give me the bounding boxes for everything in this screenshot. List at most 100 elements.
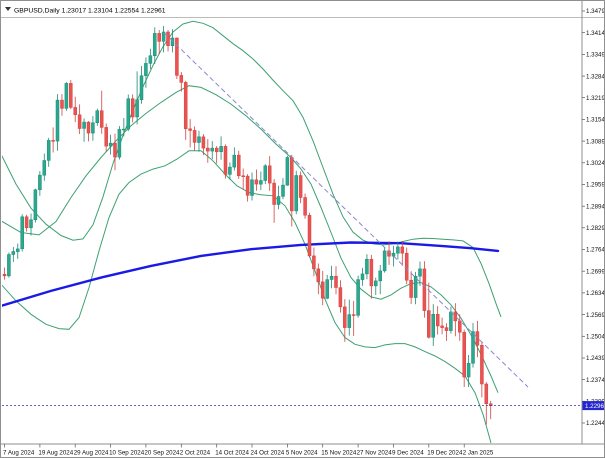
candle[interactable] [343, 306, 347, 328]
candle[interactable] [46, 140, 51, 161]
candle[interactable] [11, 251, 16, 255]
candle[interactable] [77, 114, 82, 129]
candle[interactable] [422, 268, 427, 311]
candle[interactable] [484, 383, 489, 404]
candle[interactable] [404, 252, 409, 281]
candle[interactable] [374, 280, 378, 287]
candle[interactable] [201, 136, 206, 149]
candle[interactable] [228, 166, 232, 175]
candle[interactable] [458, 320, 462, 333]
candle[interactable] [307, 214, 312, 257]
candle[interactable] [347, 314, 352, 328]
candle[interactable] [232, 154, 237, 168]
candle[interactable] [382, 250, 387, 272]
candle[interactable] [223, 146, 228, 175]
candle[interactable] [298, 175, 303, 198]
candle[interactable] [272, 182, 276, 205]
candle[interactable] [139, 75, 144, 100]
candle[interactable] [95, 110, 100, 123]
candle[interactable] [365, 258, 369, 275]
candle[interactable] [113, 142, 117, 158]
candle[interactable] [338, 287, 343, 308]
candle[interactable] [99, 110, 104, 128]
candle[interactable] [444, 327, 449, 331]
candle[interactable] [351, 314, 356, 316]
candle[interactable] [267, 165, 272, 184]
candle[interactable] [219, 146, 223, 152]
candle[interactable] [60, 99, 64, 109]
candle[interactable] [166, 31, 170, 46]
candle[interactable] [237, 154, 241, 177]
candle[interactable] [73, 107, 77, 115]
candle[interactable] [449, 311, 453, 331]
price-axis[interactable]: 1.34790 1.34140 1.33490 1.32840 1.32190 1.315… [582, 8, 605, 427]
candle[interactable] [254, 179, 259, 185]
candle[interactable] [303, 197, 307, 216]
candle[interactable] [413, 275, 418, 298]
candle[interactable] [55, 99, 60, 142]
candle[interactable] [325, 279, 329, 299]
candle[interactable] [91, 122, 95, 134]
candle[interactable] [316, 268, 321, 283]
candle[interactable] [157, 33, 161, 42]
candle[interactable] [188, 128, 192, 131]
candle[interactable] [241, 175, 245, 177]
candle[interactable] [334, 275, 338, 288]
candle[interactable] [69, 83, 73, 108]
candle[interactable] [175, 37, 179, 76]
candle[interactable] [427, 310, 431, 338]
candle[interactable] [7, 254, 11, 277]
candle[interactable] [475, 331, 480, 346]
candle[interactable] [153, 33, 157, 57]
candle[interactable] [400, 246, 405, 254]
candle[interactable] [312, 255, 316, 270]
candle[interactable] [161, 31, 166, 42]
candle[interactable] [29, 219, 33, 229]
candle[interactable] [276, 196, 281, 205]
trendline[interactable] [163, 32, 529, 388]
candle[interactable] [214, 147, 219, 153]
candle[interactable] [33, 189, 38, 221]
candle[interactable] [64, 83, 69, 109]
candle[interactable] [418, 268, 422, 277]
time-axis[interactable]: 7 Aug 2024 19 Aug 2024 29 Aug 2024 10 Sep 2… [3, 444, 494, 457]
candle[interactable] [2, 273, 7, 277]
candle[interactable] [210, 147, 214, 152]
candle[interactable] [480, 345, 484, 385]
candle[interactable] [250, 179, 254, 196]
candle[interactable] [329, 275, 334, 280]
candle[interactable] [263, 165, 268, 181]
candle[interactable] [126, 98, 131, 130]
candle[interactable] [144, 63, 148, 76]
candle[interactable] [356, 279, 360, 316]
candle[interactable] [259, 180, 263, 185]
candle[interactable] [122, 128, 126, 131]
candle[interactable] [290, 157, 294, 212]
candle[interactable] [82, 121, 86, 129]
candle[interactable] [360, 273, 365, 280]
candle[interactable] [135, 99, 139, 118]
candle[interactable] [285, 157, 290, 186]
candle[interactable] [378, 270, 382, 282]
candle[interactable] [471, 331, 475, 364]
candle[interactable] [24, 216, 29, 229]
candle[interactable] [435, 314, 440, 327]
candle[interactable] [466, 363, 471, 378]
candle[interactable] [38, 174, 42, 191]
candle[interactable] [170, 37, 175, 46]
candle[interactable] [245, 175, 250, 196]
candle[interactable] [294, 175, 298, 212]
candle[interactable] [440, 325, 444, 328]
candle[interactable] [453, 311, 458, 322]
candle[interactable] [42, 160, 47, 176]
candle[interactable] [396, 246, 400, 254]
candle[interactable] [192, 130, 197, 143]
candle[interactable] [281, 184, 285, 197]
candle[interactable] [117, 129, 122, 158]
candle[interactable] [104, 127, 108, 147]
bollinger-upper-band[interactable] [1, 20, 502, 318]
candle[interactable] [462, 332, 466, 378]
candle[interactable] [86, 121, 91, 134]
candle[interactable] [16, 248, 20, 252]
